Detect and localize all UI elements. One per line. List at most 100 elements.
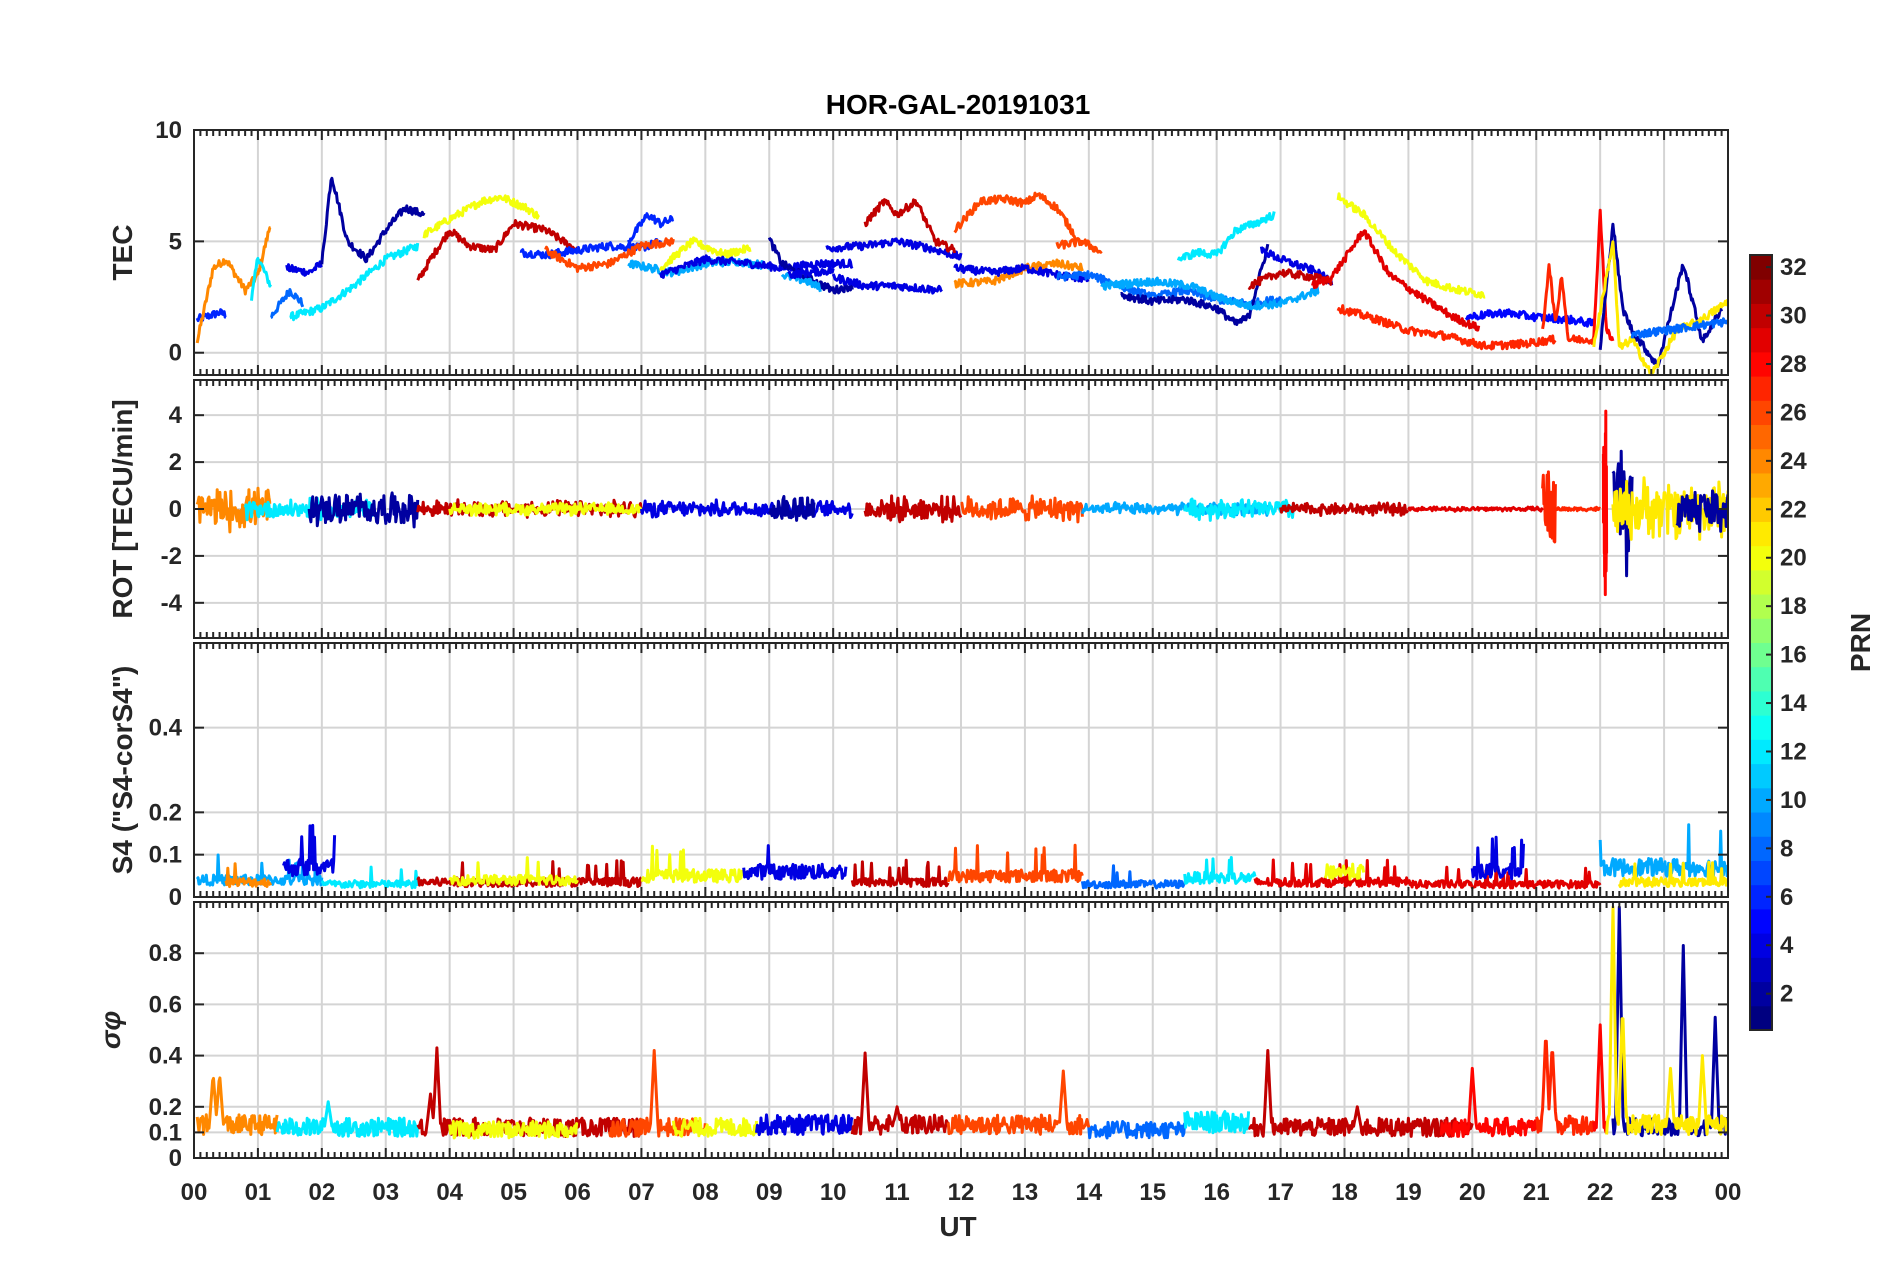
- series-line-prn-27: [1534, 1039, 1596, 1136]
- colorbar-segment: [1750, 666, 1772, 692]
- colorbar-tick-label: 8: [1780, 835, 1793, 862]
- colorbar-segment: [1750, 715, 1772, 740]
- series-line-prn-21: [1592, 240, 1728, 375]
- series-line-prn-21: [1617, 860, 1728, 889]
- x-tick-label: 12: [948, 1179, 975, 1206]
- x-tick-label: 08: [692, 1179, 719, 1206]
- series-line-prn-24: [195, 225, 272, 344]
- series-line-prn-20: [1336, 192, 1486, 299]
- series-line-prn-30: [416, 219, 579, 281]
- series-line-prn-12: [1176, 211, 1276, 262]
- series-line-prn-20: [1323, 862, 1366, 881]
- series-line-prn-12: [1183, 497, 1295, 522]
- colorbar-segment: [1750, 448, 1772, 474]
- x-tick-label: 13: [1012, 1179, 1039, 1206]
- colorbar-tick-label: 26: [1780, 399, 1807, 426]
- x-tick-label: 15: [1139, 1179, 1166, 1206]
- series-line-prn-2: [767, 495, 816, 522]
- series-line-prn-28: [1601, 409, 1609, 597]
- series-line-prn-29: [1406, 865, 1602, 890]
- series-line-prn-26: [946, 843, 1084, 884]
- series-line-prn-8: [270, 288, 305, 319]
- x-axis: 00 01 02 03 04 05 06 07 08 09 10 11 12 13 14 15 16 17 18 19…: [181, 1179, 1742, 1206]
- y-tick-label: 10: [155, 117, 182, 144]
- x-tick-label: 20: [1459, 1179, 1486, 1206]
- series-line-prn-20: [671, 1116, 758, 1138]
- series-line-prn-10: [780, 271, 822, 293]
- y-axis-label-rot: ROT [TECU/min]: [107, 399, 138, 618]
- series-line-prn-20: [448, 501, 643, 517]
- series-line-prn-28: [1439, 1066, 1538, 1138]
- colorbar-segment: [1750, 884, 1772, 910]
- series-line-prn-4: [1259, 246, 1334, 286]
- colorbar-segment: [1750, 594, 1772, 619]
- x-tick-label: 07: [628, 1179, 655, 1206]
- colorbar-segment: [1750, 787, 1772, 813]
- chart-title: HOR-GAL-20191031: [826, 89, 1091, 120]
- x-tick-label: 02: [308, 1179, 335, 1206]
- colorbar-segment: [1750, 303, 1772, 329]
- y-tick-label: 0: [169, 1145, 182, 1172]
- x-tick-label: 11: [884, 1179, 909, 1206]
- series-group: [195, 176, 1728, 375]
- colorbar-segment: [1750, 739, 1772, 765]
- series-line-prn-26: [953, 191, 1077, 241]
- series-line-prn-4: [285, 260, 323, 277]
- series-line-prn-2: [1675, 489, 1728, 533]
- y-tick-label: 0: [169, 496, 182, 523]
- x-tick-label: 16: [1203, 1179, 1230, 1206]
- series-line-prn-20: [640, 844, 746, 884]
- series-line-prn-4: [282, 823, 337, 878]
- series-line-prn-28: [1592, 1023, 1609, 1134]
- y-tick-label: 0.2: [149, 1094, 182, 1121]
- series-line-prn-12: [1183, 856, 1257, 886]
- colorbar-segment: [1750, 327, 1772, 353]
- x-tick-label: 14: [1075, 1179, 1102, 1206]
- colorbar-segment: [1750, 690, 1772, 716]
- colorbar-segment: [1750, 812, 1772, 837]
- colorbar-tick-label: 2: [1780, 981, 1793, 1008]
- colorbar-segment: [1750, 957, 1772, 983]
- series-line-prn-12: [1183, 1110, 1251, 1135]
- x-tick-label: 04: [436, 1179, 463, 1206]
- x-tick-label: 10: [820, 1179, 847, 1206]
- series-line-prn-12: [275, 1100, 420, 1138]
- series-line-prn-30: [1279, 501, 1410, 517]
- series-line-prn-20: [422, 194, 540, 239]
- series-line-prn-12: [320, 865, 420, 890]
- series-line-prn-24: [195, 486, 272, 534]
- colorbar-tick-label: 32: [1780, 254, 1807, 281]
- series-line-prn-12: [289, 242, 420, 322]
- series-line-prn-27: [1541, 470, 1557, 544]
- y-tick-label: -4: [161, 590, 183, 617]
- series-line-prn-21: [1605, 905, 1728, 1136]
- colorbar-segment: [1750, 400, 1772, 426]
- series-line-prn-4: [755, 1113, 854, 1137]
- colorbar-segment: [1750, 376, 1772, 401]
- series-line-prn-26: [608, 1049, 707, 1138]
- series-line-prn-2: [307, 491, 420, 529]
- series-line-prn-30: [863, 198, 957, 254]
- colorbar-frame: [1749, 254, 1773, 1031]
- series-line-prn-29: [1311, 229, 1481, 332]
- series-line-prn-2: [320, 176, 426, 265]
- panel-tec: 0 5 10 TEC: [107, 117, 1729, 376]
- series-group: [195, 823, 1728, 890]
- colorbar-segment: [1750, 545, 1772, 571]
- colorbar-segment: [1750, 351, 1772, 377]
- x-tick-label: 05: [500, 1179, 527, 1206]
- series-line-prn-4: [659, 254, 854, 279]
- y-tick-label: -2: [161, 543, 182, 570]
- series-line-prn-4: [825, 237, 963, 261]
- series-line-prn-8: [1080, 864, 1186, 890]
- series-line-prn-4: [639, 498, 854, 519]
- colorbar-tick-label: 20: [1780, 545, 1807, 572]
- series-line-prn-30: [850, 858, 950, 888]
- series-line-prn-5: [1464, 308, 1596, 328]
- y-tick-label: 4: [169, 402, 183, 429]
- y-tick-label: 0.2: [149, 799, 182, 826]
- colorbar-label: PRN: [1845, 613, 1876, 672]
- series-line-prn-30: [850, 1051, 950, 1136]
